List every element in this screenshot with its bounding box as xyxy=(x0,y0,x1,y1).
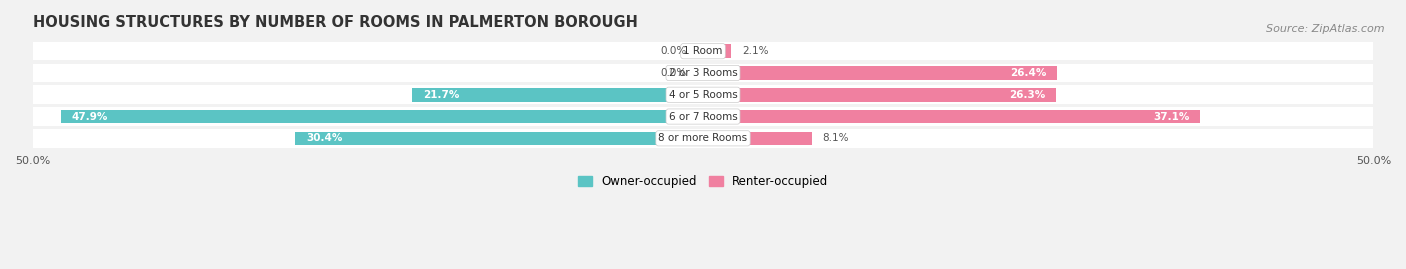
Text: 21.7%: 21.7% xyxy=(423,90,460,100)
Text: 8.1%: 8.1% xyxy=(823,133,849,143)
Legend: Owner-occupied, Renter-occupied: Owner-occupied, Renter-occupied xyxy=(572,171,834,193)
Text: HOUSING STRUCTURES BY NUMBER OF ROOMS IN PALMERTON BOROUGH: HOUSING STRUCTURES BY NUMBER OF ROOMS IN… xyxy=(32,15,637,30)
Bar xyxy=(32,107,1374,126)
Bar xyxy=(703,66,1057,80)
Bar xyxy=(32,86,1374,104)
Bar xyxy=(32,129,1374,148)
Bar xyxy=(412,88,703,101)
Text: 0.0%: 0.0% xyxy=(661,46,688,56)
Text: 1 Room: 1 Room xyxy=(683,46,723,56)
Bar xyxy=(60,110,703,123)
Bar xyxy=(32,64,1374,82)
Text: 2.1%: 2.1% xyxy=(742,46,769,56)
Bar xyxy=(703,44,731,58)
Text: 26.3%: 26.3% xyxy=(1008,90,1045,100)
Bar xyxy=(703,132,811,145)
Bar xyxy=(32,42,1374,61)
Bar xyxy=(703,88,1056,101)
Bar xyxy=(703,110,1201,123)
Text: 37.1%: 37.1% xyxy=(1153,112,1189,122)
Text: 30.4%: 30.4% xyxy=(307,133,343,143)
Bar xyxy=(295,132,703,145)
Text: 6 or 7 Rooms: 6 or 7 Rooms xyxy=(669,112,737,122)
Text: 0.0%: 0.0% xyxy=(661,68,688,78)
Text: 4 or 5 Rooms: 4 or 5 Rooms xyxy=(669,90,737,100)
Text: 47.9%: 47.9% xyxy=(72,112,108,122)
Text: 2 or 3 Rooms: 2 or 3 Rooms xyxy=(669,68,737,78)
Text: 8 or more Rooms: 8 or more Rooms xyxy=(658,133,748,143)
Text: 26.4%: 26.4% xyxy=(1010,68,1046,78)
Text: Source: ZipAtlas.com: Source: ZipAtlas.com xyxy=(1267,24,1385,34)
